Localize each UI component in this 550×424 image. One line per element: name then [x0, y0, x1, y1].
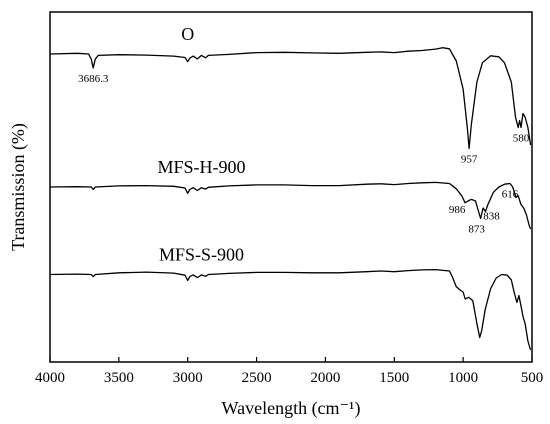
peak-label-o-3686-3: 3686.3: [78, 73, 109, 85]
peak-label-o-580: 580: [513, 133, 530, 145]
peak-label-mfs-h-900-986: 986: [449, 204, 466, 216]
series-name-mfs-h-900: MFS-H-900: [157, 157, 245, 177]
x-tick-label-2000: 2000: [310, 370, 340, 386]
y-axis-label: Transmission (%): [8, 123, 29, 251]
series-line-mfs-s-900: [49, 268, 532, 351]
x-tick-label-4000: 4000: [35, 370, 65, 386]
series-group: [49, 47, 532, 351]
peak-label-mfs-h-900-616: 616: [502, 189, 519, 201]
series-name-o: O: [181, 24, 194, 44]
x-tick-label-3000: 3000: [173, 370, 203, 386]
x-tick-label-500: 500: [521, 370, 544, 386]
series-name-mfs-s-900: MFS-S-900: [159, 245, 244, 265]
x-tick-label-1000: 1000: [448, 370, 478, 386]
x-axis-ticks: 4000 3500 3000 2500 2000 1500 1000 500: [35, 357, 543, 386]
x-tick-label-2500: 2500: [242, 370, 272, 386]
peak-label-mfs-h-900-838: 838: [483, 211, 500, 223]
x-axis-label: Wavelength (cm⁻¹): [222, 398, 361, 419]
peak-label-mfs-h-900-873: 873: [468, 224, 485, 236]
series-line-o: [49, 47, 532, 150]
x-tick-label-1500: 1500: [379, 370, 409, 386]
x-tick-label-3500: 3500: [104, 370, 134, 386]
peak-label-o-957: 957: [461, 154, 478, 166]
series-line-mfs-h-900: [49, 181, 532, 230]
plot-frame: [49, 11, 533, 363]
